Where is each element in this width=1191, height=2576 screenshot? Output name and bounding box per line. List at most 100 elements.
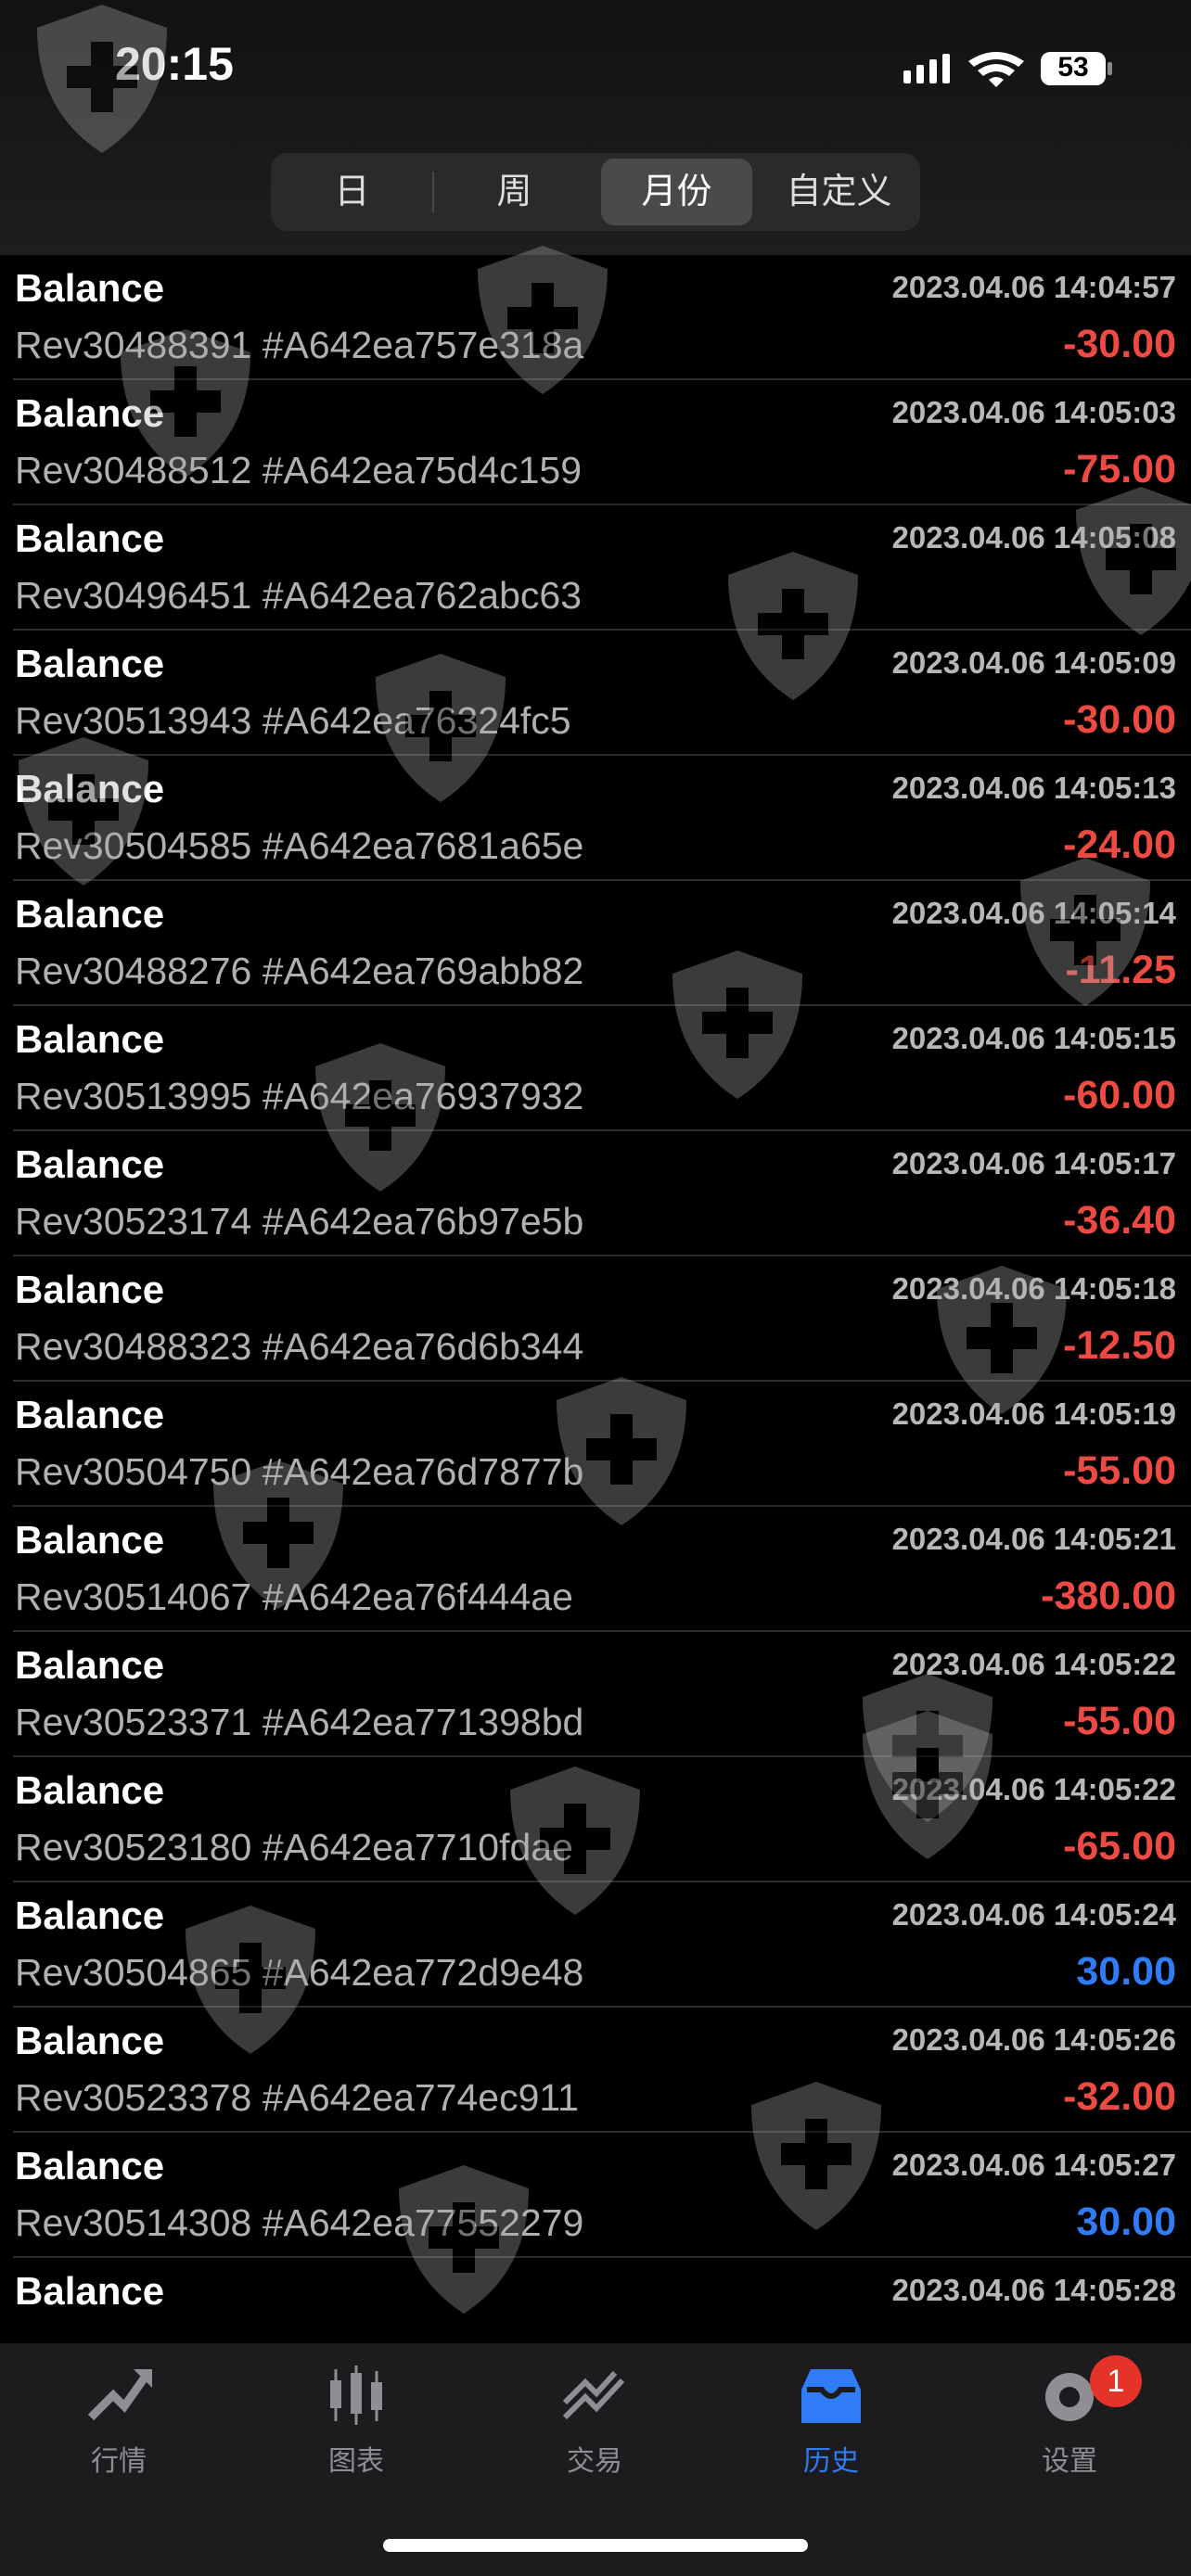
row-divider xyxy=(13,378,1191,380)
row-time: 2023.04.06 14:05:21 xyxy=(891,1522,1176,1556)
history-row[interactable]: Balance 2023.04.06 14:04:57 Rev30488391 #A… xyxy=(0,255,1191,380)
row-amount: -65.00 xyxy=(1063,1824,1176,1868)
row-ref: Rev30523180 #A642ea7710fdae xyxy=(15,1826,573,1868)
row-divider xyxy=(13,629,1191,631)
watermark xyxy=(376,654,506,802)
row-title: Balance xyxy=(15,266,165,310)
history-row[interactable]: Balance 2023.04.06 14:05:21 Rev30514067 #A… xyxy=(0,1507,1191,1632)
history-row[interactable]: Balance 2023.04.06 14:05:18 Rev30488323 #A… xyxy=(0,1256,1191,1382)
row-amount: -11.25 xyxy=(1065,948,1176,993)
history-row[interactable]: Balance 2023.04.06 14:05:15 Rev30513995 #A… xyxy=(0,1006,1191,1131)
watermark xyxy=(510,1766,640,1915)
row-time: 2023.04.06 14:05:27 xyxy=(891,2148,1176,2182)
row-title: Balance xyxy=(15,391,165,435)
row-divider xyxy=(13,1630,1191,1632)
row-time: 2023.04.06 14:04:57 xyxy=(891,270,1176,304)
row-divider xyxy=(13,2131,1191,2133)
row-ref: Rev30488276 #A642ea769abb82 xyxy=(15,950,584,992)
row-ref: Rev30523174 #A642ea76b97e5b xyxy=(15,1200,584,1243)
history-list: Balance 2023.04.06 14:04:57 Rev30488391 #A… xyxy=(0,255,1191,2343)
row-title: Balance xyxy=(15,2269,165,2313)
watermark xyxy=(37,5,167,153)
history-row[interactable]: Balance 2023.04.06 14:05:22 Rev30523180 #A… xyxy=(0,1757,1191,1882)
nav-item[interactable]: 图表 xyxy=(263,2362,449,2479)
watermark xyxy=(937,1266,1067,1414)
row-ref: Rev30504865 #A642ea772d9e48 xyxy=(15,1951,584,1994)
nav-label: 图表 xyxy=(328,2446,384,2477)
history-row[interactable]: Balance 2023.04.06 14:05:28 xyxy=(0,2258,1191,2343)
row-ref: Rev30488323 #A642ea76d6b344 xyxy=(15,1325,584,1368)
row-title: Balance xyxy=(15,642,165,685)
row-ref: Rev30514067 #A642ea76f444ae xyxy=(15,1575,573,1618)
nav-label: 设置 xyxy=(1042,2446,1097,2477)
nav-icon xyxy=(1045,2373,1094,2421)
watermark xyxy=(863,1711,992,1859)
row-title: Balance xyxy=(15,892,165,936)
row-title: Balance xyxy=(15,1017,165,1061)
history-row[interactable]: Balance 2023.04.06 14:05:19 Rev30504750 #A… xyxy=(0,1382,1191,1507)
battery-level: 53 xyxy=(1057,52,1089,83)
row-ref: Rev30523378 #A642ea774ec911 xyxy=(15,2076,579,2119)
nav-item[interactable]: 交易 xyxy=(502,2362,687,2479)
watermark xyxy=(863,1674,992,1822)
watermark xyxy=(121,329,250,478)
watermark xyxy=(1020,858,1150,1006)
row-title: Balance xyxy=(15,2144,165,2187)
row-divider xyxy=(13,1004,1191,1006)
history-row[interactable]: Balance 2023.04.06 14:05:03 Rev30488512 #A… xyxy=(0,380,1191,505)
history-row[interactable]: Balance 2023.04.06 14:05:26 Rev30523378 #A… xyxy=(0,2008,1191,2133)
row-title: Balance xyxy=(15,1894,165,1937)
period-tab[interactable]: 月份 xyxy=(601,159,752,225)
row-title: Balance xyxy=(15,1768,165,1812)
status-icons xyxy=(903,52,1112,87)
row-divider xyxy=(13,504,1191,505)
nav-item[interactable]: 设置 xyxy=(977,2362,1162,2479)
history-row[interactable]: Balance 2023.04.06 14:05:22 Rev30523371 #A… xyxy=(0,1632,1191,1757)
tab-separator xyxy=(432,172,434,212)
watermark xyxy=(751,2082,881,2230)
row-time: 2023.04.06 14:05:18 xyxy=(892,1271,1176,1306)
row-ref: Rev30513943 #A642ea76324fc5 xyxy=(15,699,571,742)
row-divider xyxy=(13,754,1191,756)
nav-label: 交易 xyxy=(567,2446,622,2477)
row-amount: -55.00 xyxy=(1063,1699,1176,1743)
row-title: Balance xyxy=(15,767,164,811)
nav-item[interactable]: 历史 xyxy=(738,2362,924,2479)
history-row[interactable]: Balance 2023.04.06 14:05:24 Rev30504865 #A… xyxy=(0,1882,1191,2008)
row-divider xyxy=(13,1255,1191,1256)
row-time: 2023.04.06 14:05:13 xyxy=(891,771,1176,805)
watermark xyxy=(399,2165,529,2314)
watermark xyxy=(1076,487,1191,635)
status-bar: 20:15 53 日 周 月份 自定义 xyxy=(0,0,1191,255)
period-tabs: 日 周 月份 自定义 xyxy=(271,153,920,231)
history-row[interactable]: Balance 2023.04.06 14:05:08 Rev30496451 #A… xyxy=(0,505,1191,631)
row-time: 2023.04.06 14:05:17 xyxy=(891,1146,1176,1180)
history-row[interactable]: Balance 2023.04.06 14:05:09 Rev30513943 #A… xyxy=(0,631,1191,756)
tab-bar: 行情 图表 交易 历史 设置 xyxy=(0,2343,1191,2576)
watermark xyxy=(557,1377,686,1525)
row-time: 2023.04.06 14:05:09 xyxy=(891,645,1176,680)
row-ref: Rev30513995 #A642ea76937932 xyxy=(15,1075,584,1117)
history-row[interactable]: Balance 2023.04.06 14:05:13 Rev30504585 #A… xyxy=(0,756,1191,881)
badge: 1 xyxy=(1090,2355,1142,2407)
period-tab[interactable]: 自定义 xyxy=(786,172,892,211)
history-row[interactable]: Balance 2023.04.06 14:05:14 Rev30488276 #A… xyxy=(0,881,1191,1006)
row-amount: -75.00 xyxy=(1063,447,1176,491)
row-title: Balance xyxy=(15,1643,165,1687)
history-row[interactable]: Balance 2023.04.06 14:05:17 Rev30523174 #A… xyxy=(0,1131,1191,1256)
row-divider xyxy=(13,2006,1191,2008)
period-tab[interactable]: 日 xyxy=(334,172,370,211)
row-ref: Rev30504585 #A642ea7681a65e xyxy=(15,824,584,867)
period-tab[interactable]: 周 xyxy=(496,172,532,211)
nav-label: 历史 xyxy=(803,2446,859,2477)
row-ref: Rev30496451 #A642ea762abc63 xyxy=(15,574,582,617)
row-divider xyxy=(13,1380,1191,1382)
row-title: Balance xyxy=(15,1393,165,1436)
nav-item[interactable]: 行情 xyxy=(26,2362,211,2479)
watermark xyxy=(186,1906,315,2054)
watermark xyxy=(213,1460,343,1609)
row-divider xyxy=(13,1505,1191,1507)
row-title: Balance xyxy=(15,1268,165,1311)
watermark xyxy=(19,737,148,886)
history-row[interactable]: Balance 2023.04.06 14:05:27 Rev30514308 #A… xyxy=(0,2133,1191,2258)
